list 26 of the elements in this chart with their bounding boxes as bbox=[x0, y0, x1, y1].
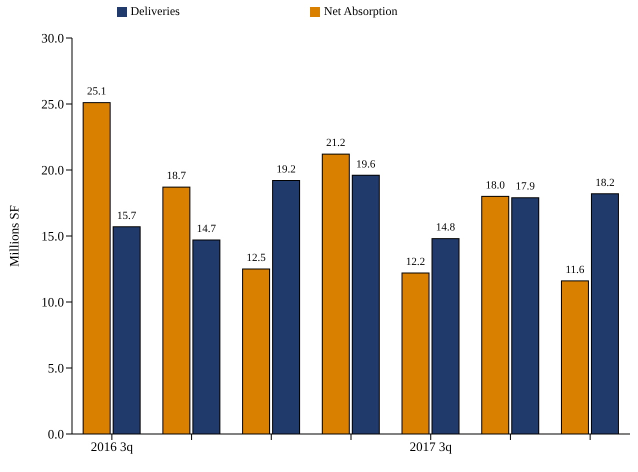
y-tick-label: 25.0 bbox=[41, 96, 64, 112]
data-label: 18.0 bbox=[486, 179, 506, 192]
data-label: 19.6 bbox=[356, 158, 376, 170]
data-label: 14.7 bbox=[196, 222, 216, 235]
data-label: 25.1 bbox=[87, 86, 106, 98]
data-label: 11.6 bbox=[566, 264, 585, 276]
x-tick-label: 2016 3q bbox=[90, 439, 134, 454]
data-label: 18.7 bbox=[166, 170, 186, 182]
data-label: 14.8 bbox=[436, 222, 456, 234]
y-tick-label: 30.0 bbox=[41, 30, 64, 46]
y-tick-label: 15.0 bbox=[41, 228, 64, 244]
data-label: 21.2 bbox=[326, 137, 346, 150]
data-label: 18.2 bbox=[595, 176, 615, 189]
data-label: 17.9 bbox=[516, 180, 536, 193]
data-label: 12.5 bbox=[246, 252, 266, 264]
y-tick-label: 20.0 bbox=[41, 162, 64, 178]
x-tick-label: 2017 3q bbox=[410, 439, 452, 454]
legend-label: Deliveries bbox=[130, 4, 180, 18]
y-tick-label: 5.0 bbox=[48, 360, 64, 376]
data-label: 15.7 bbox=[117, 210, 137, 222]
data-label: 12.2 bbox=[406, 256, 426, 268]
y-tick-label: 10.0 bbox=[41, 294, 64, 310]
data-label: 19.2 bbox=[276, 164, 296, 176]
legend-label: Net Absorption bbox=[324, 4, 398, 18]
y-axis-title: Millions SF bbox=[6, 205, 22, 267]
y-tick-label: 0.0 bbox=[48, 426, 64, 442]
